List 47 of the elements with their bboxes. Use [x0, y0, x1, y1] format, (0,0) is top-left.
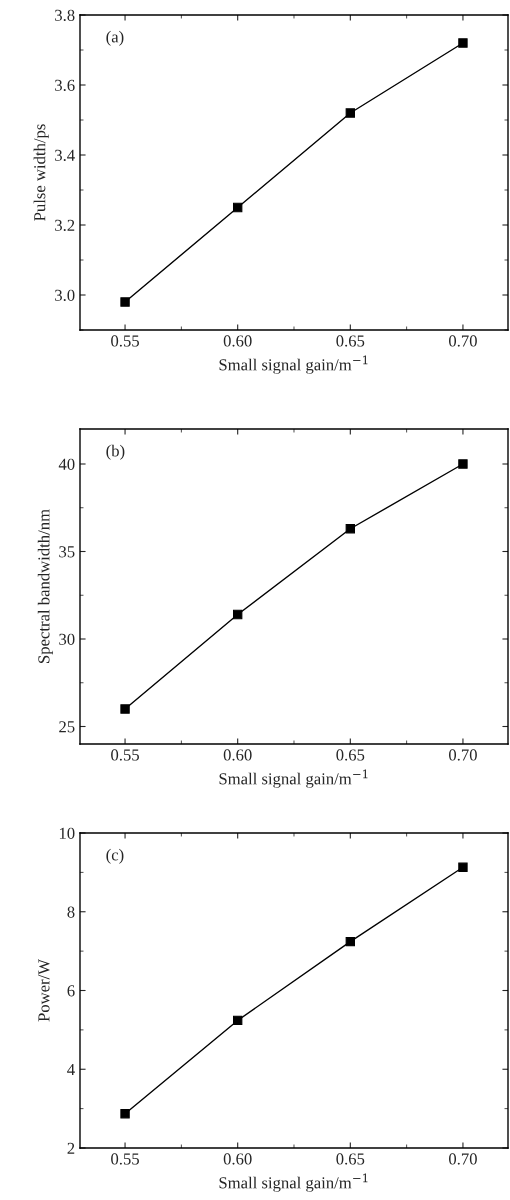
y-tick-label: 4: [67, 1064, 75, 1076]
x-axis-title: Small signal gain/m$^{−1}$: [219, 1173, 368, 1192]
point: [120, 1109, 130, 1119]
y-axis-title: Pulse width/ps: [33, 124, 49, 221]
annotation: (a): [106, 30, 124, 46]
point: [120, 704, 130, 714]
y-tick-label: 30: [59, 633, 75, 645]
x-tick-label: 0.65: [336, 335, 365, 347]
point: [233, 202, 243, 213]
y-tick-label: 2: [67, 1142, 75, 1154]
point: [233, 1015, 243, 1026]
x-tick-label: 0.65: [336, 749, 365, 761]
point: [120, 297, 130, 307]
y-tick-label: 25: [59, 721, 75, 733]
y-tick-label: 3.6: [55, 79, 75, 92]
x-axis-title: Small signal gain/m$^{−1}$: [219, 769, 368, 788]
y-tick-label: 10: [59, 827, 75, 839]
x-tick-label: 0.60: [223, 1153, 252, 1165]
x-tick-label: 0.60: [223, 335, 252, 347]
point: [458, 38, 468, 48]
x-tick-label: 0.55: [111, 749, 139, 761]
point: [458, 862, 468, 872]
x-tick-label: 0.65: [336, 1153, 365, 1165]
y-tick-label: 40: [58, 458, 75, 470]
y-tick-label: 8: [67, 906, 75, 918]
annotation: (b): [106, 444, 125, 460]
y-tick-label: 3.4: [55, 149, 75, 162]
point: [345, 108, 355, 118]
x-axis-title: Small signal gain/m$^{−1}$: [219, 355, 368, 374]
annotation: (c): [106, 848, 124, 864]
point: [345, 524, 355, 534]
x-tick-label: 0.60: [223, 749, 252, 761]
point: [233, 609, 243, 620]
x-tick-label: 0.70: [449, 1153, 477, 1165]
point: [345, 936, 355, 947]
x-tick-label: 0.70: [449, 749, 477, 761]
x-tick-label: 0.70: [449, 335, 477, 347]
y-tick-label: 3.8: [55, 9, 75, 22]
y-tick-label: 3.0: [55, 289, 75, 302]
y-tick-label: 6: [67, 985, 75, 997]
point: [458, 459, 468, 469]
y-tick-label: 35: [59, 546, 75, 558]
y-tick-label: 3.2: [55, 219, 75, 232]
x-tick-label: 0.55: [111, 1153, 139, 1165]
y-axis-title: Power/W: [38, 959, 50, 1022]
y-axis-title: Spectral bandwidth/nm: [37, 509, 53, 663]
x-tick-label: 0.55: [111, 335, 139, 347]
